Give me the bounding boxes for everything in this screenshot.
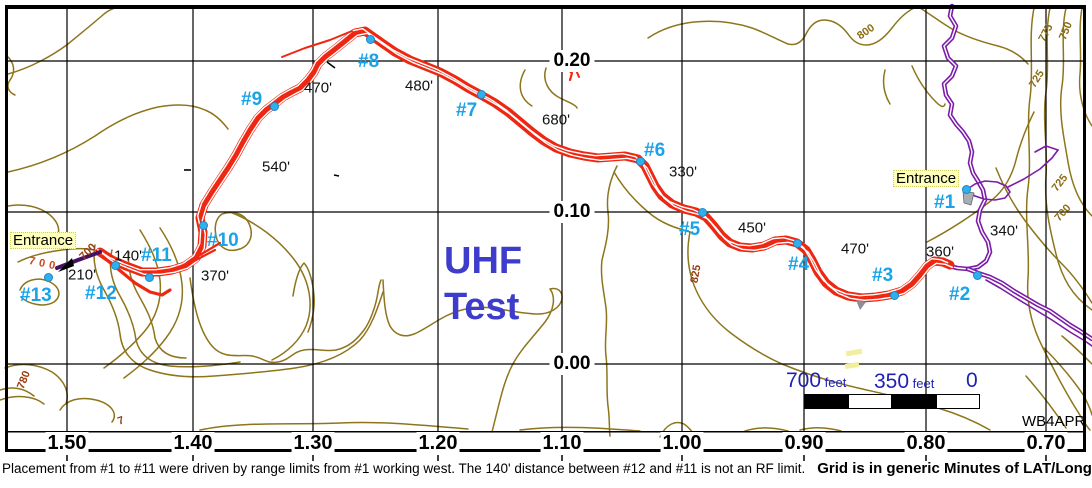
- waypoint-dot-2: [972, 270, 982, 280]
- axis-label-lat: 0.10: [549, 201, 595, 223]
- direction-arrow-icon: [58, 258, 74, 272]
- credit-callsign: WB4APR: [1022, 413, 1086, 430]
- waypoint-dot-11: [110, 260, 120, 270]
- axis-label-lon: 0.90: [782, 432, 826, 455]
- map-symbols: [184, 61, 975, 310]
- contour-elevation-label: 700: [77, 241, 99, 263]
- entrance-label: Entrance: [10, 232, 77, 249]
- waypoint-dot-5: [697, 207, 707, 217]
- contour-elevation-label: 800: [855, 21, 877, 43]
- waypoint-dot-13: [43, 272, 53, 282]
- waypoint-label-2: #2: [949, 284, 971, 305]
- contour-elevation-label: 700: [1052, 202, 1074, 224]
- small-gray-mark: [856, 300, 866, 310]
- entrance-marker-icon: [962, 190, 975, 206]
- watermark-line1: UHF: [444, 240, 523, 282]
- waypoint-label-6: #6: [644, 140, 666, 161]
- distance-label: 470': [841, 240, 869, 258]
- waypoint-label-13: #13: [20, 285, 52, 306]
- waypoint-dot-7: [476, 89, 486, 99]
- waypoint-dot-6: [635, 156, 645, 166]
- distance-label: 680': [542, 111, 570, 129]
- contour-elevation-label: 750: [1056, 20, 1076, 42]
- distance-label: 210': [68, 266, 96, 284]
- distance-label: 370': [201, 267, 229, 285]
- scale-bar-segment: [804, 394, 848, 409]
- waypoint-label-10: #10: [207, 230, 239, 251]
- distance-label: 340': [990, 222, 1018, 240]
- waypoint-label-1: #1: [934, 192, 956, 213]
- axis-label-lon: 1.00: [660, 432, 704, 455]
- distance-label: 470': [304, 79, 332, 97]
- axis-label-lon: 1.40: [171, 432, 215, 455]
- contour-elevation-label: 725: [1027, 68, 1047, 90]
- waypoint-label-7: #7: [456, 100, 478, 121]
- contour-elevation-label: 700: [27, 254, 61, 274]
- waypoint-label-3: #3: [872, 265, 894, 286]
- contour-elevation-label: 780: [14, 369, 34, 391]
- distance-label: 330': [669, 163, 697, 181]
- waypoint-label-4: #4: [788, 254, 810, 275]
- distance-label: 360': [926, 243, 954, 261]
- scale-bar-segment: [848, 394, 892, 409]
- distance-label: 540': [262, 158, 290, 176]
- waypoint-dot-8: [365, 34, 375, 44]
- contour-elevation-label: 825: [688, 263, 704, 285]
- axis-label-lon: 1.10: [540, 432, 584, 455]
- watermark-line2: Test: [444, 286, 520, 329]
- waypoint-dot-9: [269, 101, 279, 111]
- map-title-watermark: UHF Test: [444, 238, 522, 331]
- waypoint-label-11: #11: [141, 245, 172, 266]
- waypoint-dot-1: [961, 184, 971, 194]
- contour-elevation-label: 775: [1036, 22, 1056, 44]
- waypoint-dot-12: [144, 272, 154, 282]
- west-entrance-track: [55, 250, 102, 272]
- waypoint-dot-3: [889, 290, 899, 300]
- waypoint-label-9: #9: [241, 89, 263, 110]
- contour-elevation-label: 725: [1049, 172, 1071, 194]
- scale-bar-label: 700 feet: [786, 369, 847, 392]
- waypoint-dot-10: [198, 220, 208, 230]
- distance-label: 450': [738, 219, 766, 237]
- distance-label: 480': [405, 77, 433, 95]
- waypoint-label-5: #5: [679, 219, 701, 240]
- axis-label-lon: 0.70: [1024, 432, 1068, 455]
- distance-label: 140': [114, 247, 142, 265]
- scale-bar-segment: [892, 394, 936, 409]
- axis-label-lat: 0.20: [549, 50, 595, 72]
- footer-caption: Placement from #1 to #11 were driven by …: [2, 460, 1092, 477]
- axis-label-lat: 0.00: [549, 353, 595, 375]
- scale-bar-label: 0: [966, 369, 978, 392]
- waypoint-label-8: #8: [358, 51, 380, 72]
- axis-label-lon: 0.80: [904, 432, 948, 455]
- axis-label-lon: 1.30: [291, 432, 335, 455]
- scale-bar-segment: [936, 394, 980, 409]
- scale-bar-label: 350 feet: [874, 370, 935, 393]
- waypoint-label-12: #12: [85, 283, 117, 304]
- caption-regular: Placement from #1 to #11 were driven by …: [2, 461, 806, 476]
- entrance-label: Entrance: [893, 170, 960, 187]
- caption-bold: Grid is in generic Minutes of LAT/Long: [817, 460, 1092, 477]
- yellow-dashes: [844, 348, 863, 369]
- contour-elevation-label: 7: [116, 414, 126, 428]
- waypoint-dot-4: [792, 238, 802, 248]
- axis-label-lon: 1.20: [416, 432, 460, 455]
- axis-label-lon: 1.50: [45, 432, 89, 455]
